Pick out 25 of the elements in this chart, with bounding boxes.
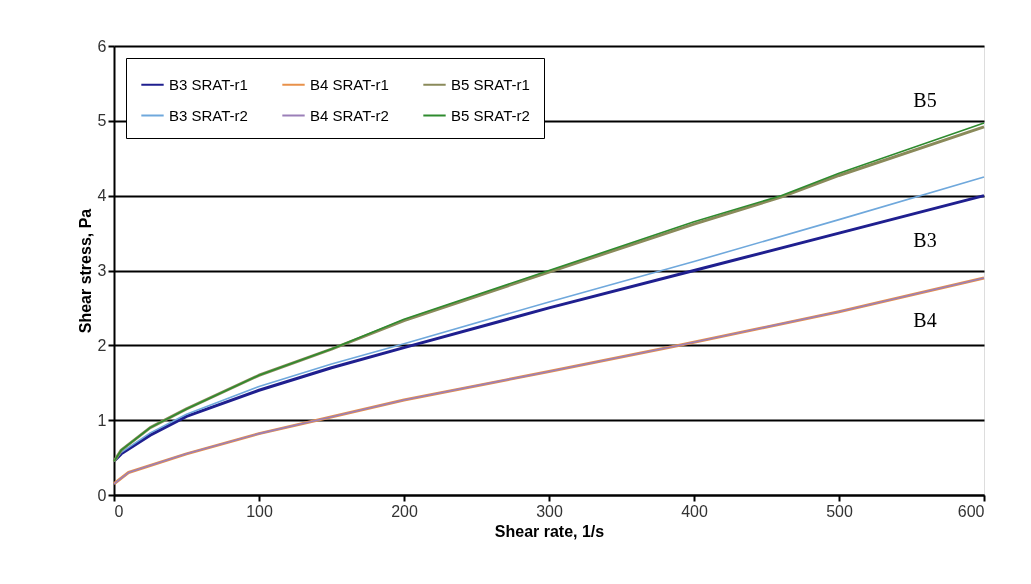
x-tick-label: 200 xyxy=(391,502,418,520)
x-tick-label: 500 xyxy=(826,502,853,520)
y-tick-label: 1 xyxy=(97,411,107,429)
legend-label: B4 SRAT-r1 xyxy=(310,75,389,93)
y-tick-label: 4 xyxy=(97,187,107,205)
annotation: B5 xyxy=(913,89,937,111)
y-tick-label: 3 xyxy=(97,262,107,279)
y-tick-label: 2 xyxy=(97,336,107,354)
y-tick-label: 5 xyxy=(97,112,107,130)
x-tick-label: 0 xyxy=(114,502,124,520)
legend-label: B3 SRAT-r1 xyxy=(169,75,248,93)
legend-label: B5 SRAT-r2 xyxy=(451,106,530,124)
annotation: B4 xyxy=(913,309,937,331)
x-tick-label: 400 xyxy=(681,502,708,520)
y-tick-label: 6 xyxy=(97,37,107,55)
annotation: B3 xyxy=(913,229,937,251)
x-axis-title: Shear rate, 1/s xyxy=(494,522,605,540)
legend-label: B3 SRAT-r2 xyxy=(169,106,248,124)
legend-label: B5 SRAT-r1 xyxy=(451,75,530,93)
legend-label: B4 SRAT-r2 xyxy=(310,106,389,124)
x-tick-label: 600 xyxy=(957,502,985,520)
x-tick-label: 100 xyxy=(246,502,273,520)
y-axis-title: Shear stress, Pa xyxy=(76,208,94,334)
x-tick-label: 300 xyxy=(536,502,563,520)
y-tick-label: 0 xyxy=(97,486,107,504)
